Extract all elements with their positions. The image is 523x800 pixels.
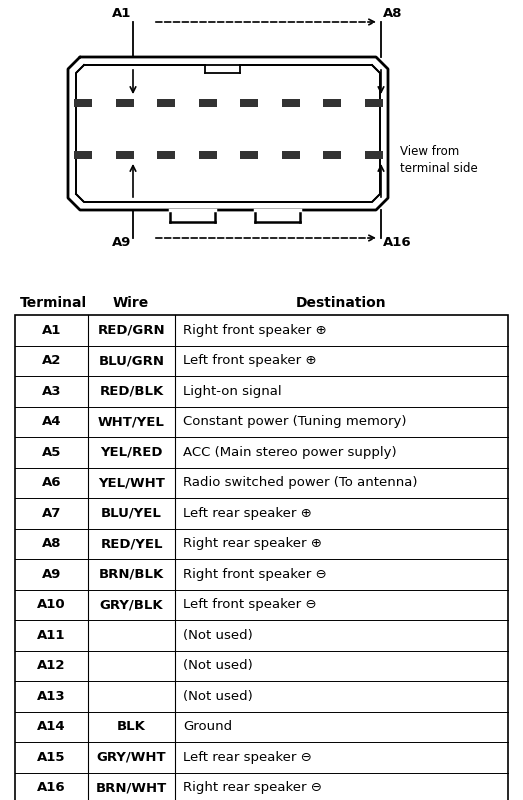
Bar xyxy=(240,99,258,107)
Text: Wire: Wire xyxy=(113,296,149,310)
Text: A4: A4 xyxy=(42,415,61,428)
Text: Destination: Destination xyxy=(295,296,386,310)
Text: A6: A6 xyxy=(42,476,61,490)
Bar xyxy=(157,151,175,159)
Bar xyxy=(240,151,258,159)
Text: A11: A11 xyxy=(37,629,66,642)
Text: BLU/YEL: BLU/YEL xyxy=(101,506,162,520)
Text: A3: A3 xyxy=(42,385,61,398)
Text: A1: A1 xyxy=(42,324,61,337)
Text: A16: A16 xyxy=(383,236,412,249)
Bar xyxy=(282,151,300,159)
Bar xyxy=(74,151,92,159)
Bar xyxy=(282,99,300,107)
Bar xyxy=(365,151,383,159)
Text: A8: A8 xyxy=(383,7,403,20)
Text: A16: A16 xyxy=(37,782,66,794)
Text: A1: A1 xyxy=(111,7,131,20)
Text: (Not used): (Not used) xyxy=(183,690,253,702)
Text: BRN/BLK: BRN/BLK xyxy=(99,568,164,581)
Bar xyxy=(157,99,175,107)
Text: YEL/RED: YEL/RED xyxy=(100,446,163,458)
Bar xyxy=(365,99,383,107)
Text: A13: A13 xyxy=(37,690,66,702)
Text: A8: A8 xyxy=(42,538,61,550)
Text: Constant power (Tuning memory): Constant power (Tuning memory) xyxy=(183,415,406,428)
Text: Radio switched power (To antenna): Radio switched power (To antenna) xyxy=(183,476,417,490)
Text: RED/BLK: RED/BLK xyxy=(99,385,164,398)
Text: A14: A14 xyxy=(37,720,66,734)
Text: Terminal: Terminal xyxy=(20,296,87,310)
Text: GRY/WHT: GRY/WHT xyxy=(97,750,166,764)
Text: BLK: BLK xyxy=(117,720,146,734)
Text: BLU/GRN: BLU/GRN xyxy=(98,354,165,367)
Text: GRY/BLK: GRY/BLK xyxy=(100,598,163,611)
Text: Right rear speaker ⊕: Right rear speaker ⊕ xyxy=(183,538,322,550)
Text: A9: A9 xyxy=(111,236,131,249)
Text: Right rear speaker ⊖: Right rear speaker ⊖ xyxy=(183,782,322,794)
Text: Right front speaker ⊖: Right front speaker ⊖ xyxy=(183,568,327,581)
Bar xyxy=(116,99,133,107)
Text: RED/GRN: RED/GRN xyxy=(98,324,165,337)
Text: Left rear speaker ⊖: Left rear speaker ⊖ xyxy=(183,750,312,764)
Text: A9: A9 xyxy=(42,568,61,581)
Text: View from
terminal side: View from terminal side xyxy=(400,145,477,175)
Text: Left front speaker ⊕: Left front speaker ⊕ xyxy=(183,354,316,367)
Text: Ground: Ground xyxy=(183,720,232,734)
Text: A7: A7 xyxy=(42,506,61,520)
Bar xyxy=(116,151,133,159)
Bar xyxy=(323,99,342,107)
Text: Left front speaker ⊖: Left front speaker ⊖ xyxy=(183,598,316,611)
Bar xyxy=(199,99,217,107)
Text: ACC (Main stereo power supply): ACC (Main stereo power supply) xyxy=(183,446,396,458)
Text: A12: A12 xyxy=(37,659,66,672)
Bar xyxy=(199,151,217,159)
Text: RED/YEL: RED/YEL xyxy=(100,538,163,550)
Text: WHT/YEL: WHT/YEL xyxy=(98,415,165,428)
Text: Left rear speaker ⊕: Left rear speaker ⊕ xyxy=(183,506,312,520)
Text: Light-on signal: Light-on signal xyxy=(183,385,281,398)
Text: YEL/WHT: YEL/WHT xyxy=(98,476,165,490)
Text: Right front speaker ⊕: Right front speaker ⊕ xyxy=(183,324,327,337)
Bar xyxy=(323,151,342,159)
Text: (Not used): (Not used) xyxy=(183,659,253,672)
Bar xyxy=(15,315,508,800)
Text: A2: A2 xyxy=(42,354,61,367)
Text: A5: A5 xyxy=(42,446,61,458)
Text: A15: A15 xyxy=(37,750,66,764)
Text: A10: A10 xyxy=(37,598,66,611)
Text: BRN/WHT: BRN/WHT xyxy=(96,782,167,794)
Bar xyxy=(74,99,92,107)
Text: (Not used): (Not used) xyxy=(183,629,253,642)
